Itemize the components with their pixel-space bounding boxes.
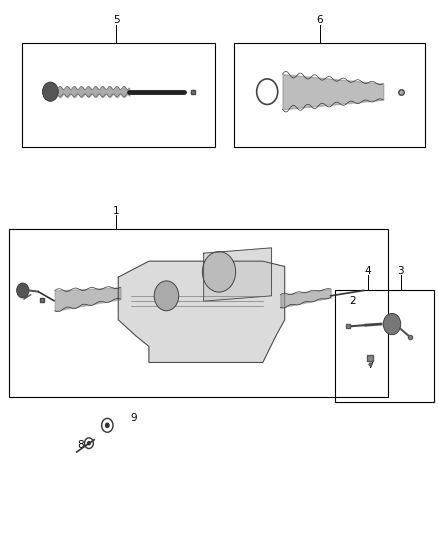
Polygon shape <box>118 261 285 362</box>
Text: 1: 1 <box>113 206 120 215</box>
Text: 6: 6 <box>316 15 323 25</box>
Circle shape <box>17 283 29 298</box>
Circle shape <box>154 281 179 311</box>
Text: 4: 4 <box>364 266 371 276</box>
Text: 2: 2 <box>349 296 356 306</box>
Text: 3: 3 <box>397 266 404 276</box>
Bar <box>234 43 425 147</box>
Text: 7: 7 <box>367 360 374 370</box>
Circle shape <box>106 423 109 427</box>
Text: 9: 9 <box>130 414 137 423</box>
Text: 8: 8 <box>78 440 85 450</box>
Polygon shape <box>204 248 272 301</box>
Bar <box>9 229 388 397</box>
Text: 5: 5 <box>113 15 120 25</box>
Circle shape <box>202 252 236 292</box>
Bar <box>22 43 215 147</box>
Circle shape <box>383 313 401 335</box>
Circle shape <box>42 82 58 101</box>
Bar <box>335 290 434 402</box>
Circle shape <box>88 441 90 445</box>
